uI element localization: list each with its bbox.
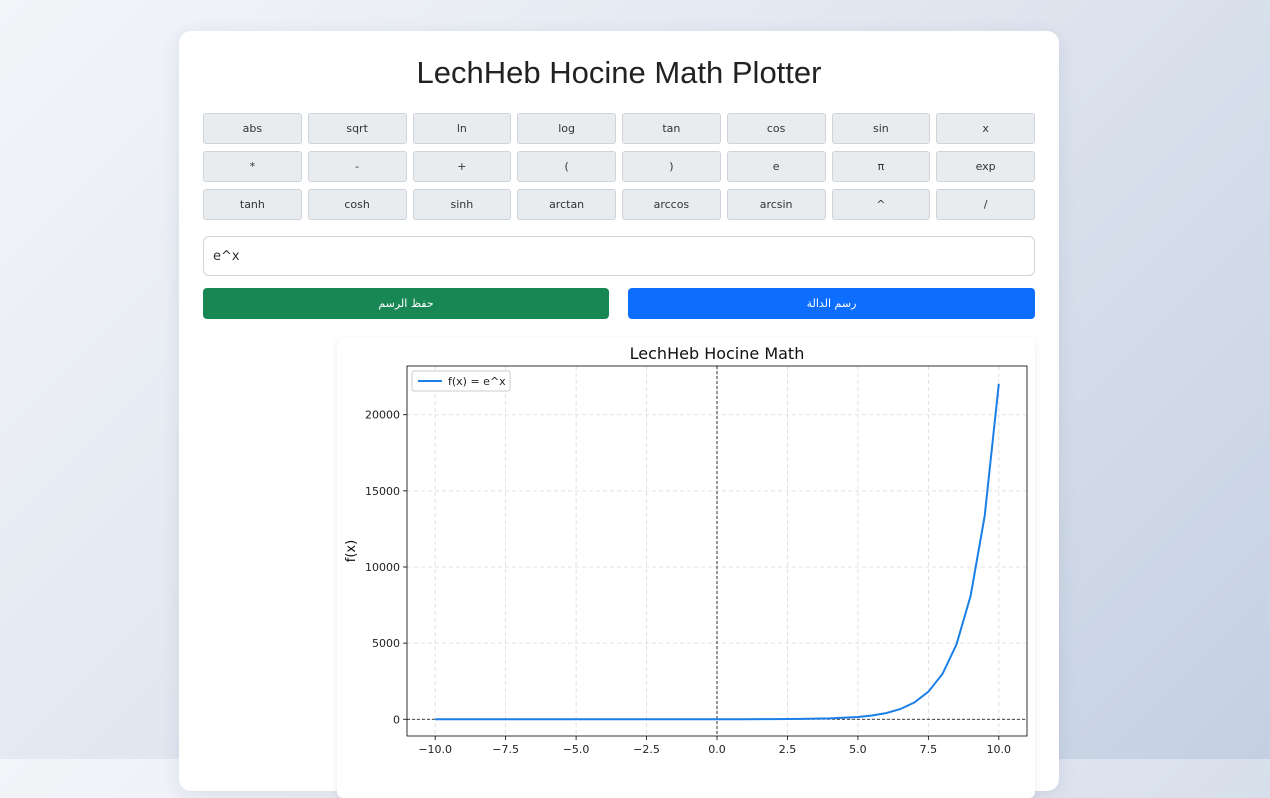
key-2-0-button[interactable]: tanh xyxy=(203,189,302,220)
key-2-2-button[interactable]: sinh xyxy=(412,189,512,220)
y-tick-label: 0 xyxy=(393,713,400,726)
key-2-7-button[interactable]: / xyxy=(936,189,1035,220)
chart-title: LechHeb Hocine Math xyxy=(630,344,805,363)
x-tick-label: 10.0 xyxy=(987,743,1012,756)
function-chart: −10.0 −7.5 −5.0 −2.5 0.0 2.5 5.0 7.5 10.0 0 5000 10… xyxy=(344,344,1028,756)
x-tick-label: −2.5 xyxy=(633,743,660,756)
page-title: LechHeb Hocine Math Plotter xyxy=(416,55,822,90)
key-1-4-button[interactable]: ) xyxy=(622,151,721,182)
x-tick-label: 5.0 xyxy=(849,743,867,756)
x-tick-label: −5.0 xyxy=(563,743,590,756)
key-2-5-button[interactable]: arcsin xyxy=(726,189,826,220)
x-tick-label: 0.0 xyxy=(708,743,726,756)
key-1-6-button[interactable]: π xyxy=(831,151,931,182)
y-tick-label: 10000 xyxy=(365,561,400,574)
y-tick-label: 20000 xyxy=(365,409,400,422)
save-plot-button[interactable]: حفظ الرسم xyxy=(203,288,609,319)
key-2-6-button[interactable]: ^ xyxy=(831,189,931,220)
key-0-2-button[interactable]: ln xyxy=(412,113,512,144)
key-1-1-button[interactable]: - xyxy=(307,151,407,182)
legend-box xyxy=(411,370,511,392)
key-0-5-button[interactable]: cos xyxy=(726,113,826,144)
x-tick-label: −10.0 xyxy=(418,743,452,756)
key-2-4-button[interactable]: arccos xyxy=(622,189,721,220)
y-tick-label: 15000 xyxy=(365,485,400,498)
expression-input[interactable] xyxy=(203,236,1035,276)
key-1-0-button[interactable]: * xyxy=(203,151,302,182)
key-0-1-button[interactable]: sqrt xyxy=(307,113,407,144)
x-tick-label: 2.5 xyxy=(779,743,797,756)
key-1-3-button[interactable]: ( xyxy=(517,151,616,182)
key-0-3-button[interactable]: log xyxy=(517,113,616,144)
y-axis-label: f(x) xyxy=(344,540,359,562)
plot-function-button[interactable]: رسم الدالة xyxy=(628,288,1035,319)
key-1-5-button[interactable]: e xyxy=(726,151,826,182)
plot-panel: −10.0 −7.5 −5.0 −2.5 0.0 2.5 5.0 7.5 10.0 0 5000 10… xyxy=(337,338,1035,798)
key-2-3-button[interactable]: arctan xyxy=(517,189,616,220)
y-tick-label: 5000 xyxy=(372,637,400,650)
plotter-card: LechHeb Hocine Math Plotter abs sqrt ln log… xyxy=(179,31,1059,798)
key-1-2-button[interactable]: + xyxy=(412,151,512,182)
key-0-6-button[interactable]: sin xyxy=(831,113,931,144)
key-0-0-button[interactable]: abs xyxy=(203,113,302,144)
legend-label: f(x) = e^x xyxy=(448,375,506,388)
key-1-7-button[interactable]: exp xyxy=(936,151,1035,182)
key-0-7-button[interactable]: x xyxy=(936,113,1035,144)
key-2-1-button[interactable]: cosh xyxy=(307,189,407,220)
function-keypad: abs sqrt ln log tan cos sin x * - +() e π exp tanh cosh… xyxy=(203,113,1035,220)
series-line xyxy=(435,383,1000,721)
x-tick-label: 7.5 xyxy=(920,743,938,756)
x-tick-label: −7.5 xyxy=(492,743,519,756)
key-0-4-button[interactable]: tan xyxy=(622,113,721,144)
